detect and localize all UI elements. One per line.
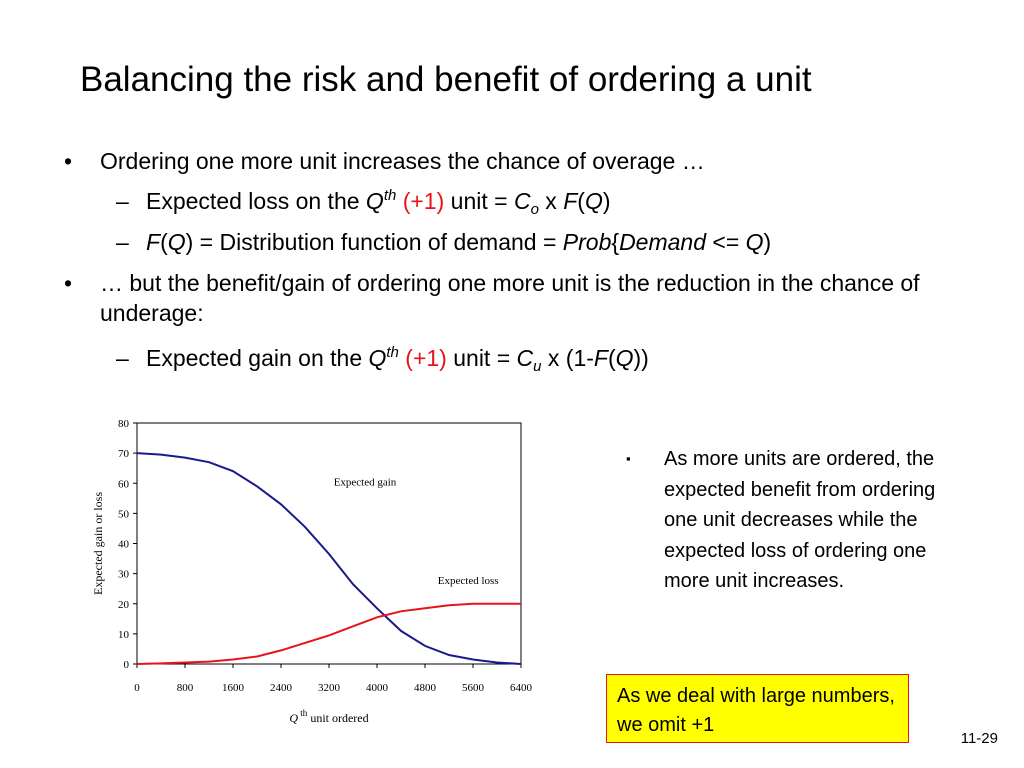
dash-mark: – <box>116 229 129 255</box>
bullet-benefit: • … but the benefit/gain of ordering one… <box>64 268 980 328</box>
side-note: ▪ As more units are ordered, the expecte… <box>626 444 964 597</box>
x-tick-label: 800 <box>177 682 194 694</box>
highlight-box: As we deal with large numbers, we omit +… <box>606 674 909 743</box>
bullet-overage: • Ordering one more unit increases the c… <box>64 146 980 176</box>
dash-mark: – <box>116 188 129 214</box>
sub-text: ) <box>602 188 611 214</box>
sub-text: )) <box>633 345 649 371</box>
q-symbol: Q <box>584 188 603 214</box>
x-tick-label: 6400 <box>510 682 533 694</box>
x-axis-label-q: Q <box>289 711 298 725</box>
sub-text: ) <box>763 229 772 255</box>
x-tick-label: 4800 <box>414 682 437 694</box>
sub-text: x (1- <box>541 345 594 371</box>
sub-expected-loss: – Expected loss on the Qth (+1) unit = C… <box>116 186 611 218</box>
q-symbol: Q <box>368 345 387 371</box>
y-tick-label: 60 <box>118 478 130 490</box>
square-bullet-mark: ▪ <box>626 451 631 466</box>
bullet-text: … but the benefit/gain of ordering one m… <box>100 270 920 326</box>
expected-gain-line <box>136 452 522 665</box>
y-axis-label: Expected gain or loss <box>91 492 105 595</box>
y-tick-label: 20 <box>118 599 130 611</box>
x-tick-label: 1600 <box>222 682 245 694</box>
y-tick-label: 70 <box>118 448 130 460</box>
sub-text: { <box>611 229 620 255</box>
expected-loss-line <box>136 602 521 665</box>
bullet-text: Ordering one more unit increases the cha… <box>100 148 705 174</box>
slide-title: Balancing the risk and benefit of orderi… <box>80 60 812 99</box>
sub-text: ( <box>160 229 168 255</box>
x-axis-label: Q th unit ordered <box>289 708 368 725</box>
sub-text: ( <box>607 345 616 371</box>
x-tick-label: 4000 <box>366 682 389 694</box>
f-symbol: F <box>146 229 161 255</box>
q-symbol: Q <box>615 345 634 371</box>
f-symbol: F <box>593 345 608 371</box>
y-tick-label: 10 <box>118 629 130 641</box>
plus-one: (+1) <box>402 188 445 214</box>
dash-mark: – <box>116 345 129 371</box>
x-axis-label-rest: unit ordered <box>307 711 368 725</box>
page-number: 11-29 <box>960 730 998 747</box>
sub-text: unit = <box>446 345 517 371</box>
c-subscript: o <box>530 201 539 218</box>
bullet-mark: • <box>64 148 73 174</box>
sub-text: Expected loss on the <box>146 188 366 214</box>
sub-text: ( <box>577 188 585 214</box>
sub-text: Expected gain on the <box>146 345 369 371</box>
y-tick-label: 50 <box>118 508 130 520</box>
x-tick-label: 3200 <box>318 682 341 694</box>
y-tick-label: 0 <box>124 659 130 671</box>
bullet-mark: • <box>64 270 73 296</box>
sub-text: x <box>538 188 564 214</box>
f-symbol: F <box>563 188 578 214</box>
x-tick-label: 2400 <box>270 682 293 694</box>
y-tick-label: 40 <box>118 539 130 551</box>
plus-one: (+1) <box>405 345 447 371</box>
q-symbol: Q <box>167 229 186 255</box>
sub-text: unit = <box>444 188 514 214</box>
sub-text: <= <box>706 229 746 255</box>
side-note-text: As more units are ordered, the expected … <box>664 448 936 592</box>
demand-symbol: Demand <box>619 229 706 255</box>
annotation-expected-loss: Expected loss <box>438 575 499 587</box>
y-tick-label: 80 <box>118 418 130 430</box>
c-symbol: C <box>513 188 531 214</box>
highlight-text: As we deal with large numbers, we omit +… <box>617 685 895 736</box>
th-superscript: th <box>383 187 397 204</box>
q-symbol: Q <box>745 229 764 255</box>
sub-expected-gain: – Expected gain on the Qth (+1) unit = C… <box>116 343 649 375</box>
x-tick-label: 5600 <box>462 682 485 694</box>
sub-text: ) = Distribution function of demand = <box>185 229 563 255</box>
prob-symbol: Prob <box>562 229 612 255</box>
x-axis-label-sup: th <box>298 708 308 718</box>
annotation-expected-gain: Expected gain <box>334 477 397 489</box>
sub-distribution: – F(Q) = Distribution function of demand… <box>116 227 772 257</box>
q-symbol: Q <box>365 188 384 214</box>
th-superscript: th <box>386 344 399 361</box>
x-tick-label: 0 <box>134 682 140 694</box>
c-symbol: C <box>516 345 534 371</box>
y-tick-label: 30 <box>118 569 130 581</box>
c-subscript: u <box>533 358 542 375</box>
